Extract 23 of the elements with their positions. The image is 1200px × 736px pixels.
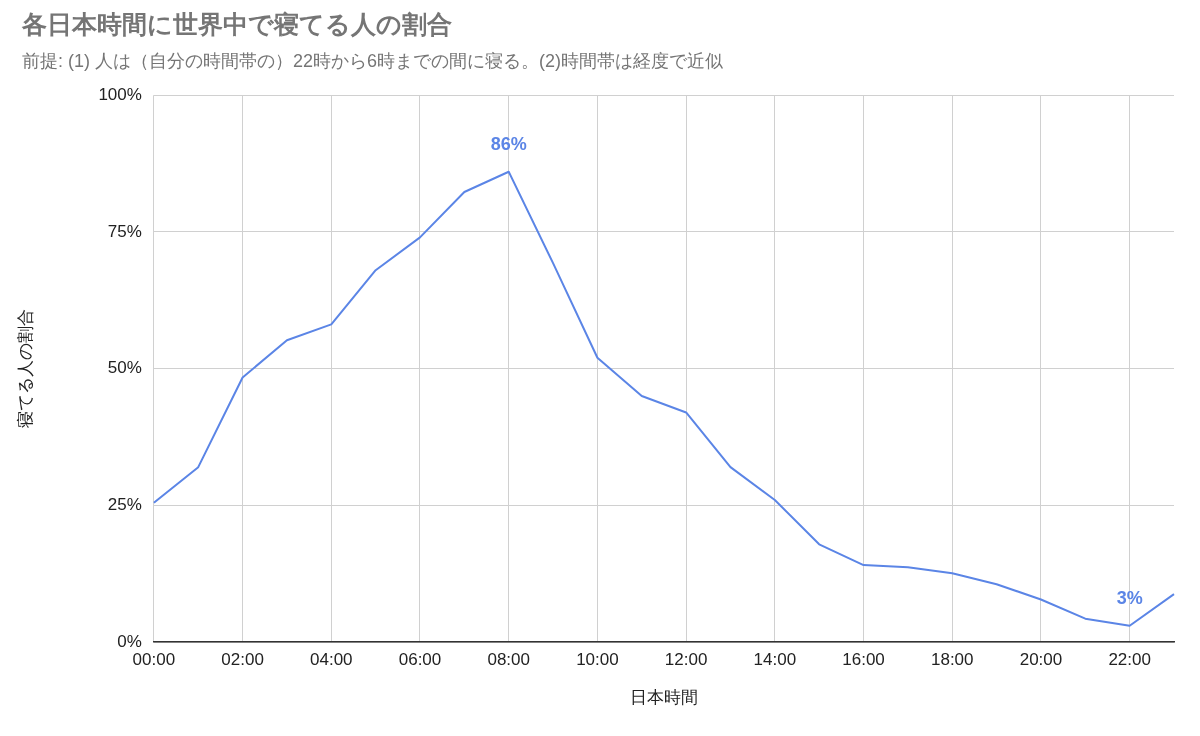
- data-label: 86%: [490, 133, 527, 154]
- y-axis-title: 寝てる人の割合: [15, 309, 35, 429]
- x-tick-label: 06:00: [398, 650, 442, 670]
- x-tick-label: 00:00: [132, 650, 176, 670]
- chart-title: 各日本時間に世界中で寝てる人の割合: [22, 9, 453, 40]
- x-tick-label: 04:00: [310, 650, 353, 670]
- y-tick-label: 50%: [107, 358, 142, 378]
- y-tick-label: 25%: [107, 495, 142, 515]
- y-tick-label: 0%: [117, 631, 142, 651]
- x-tick-label: 02:00: [221, 650, 264, 670]
- x-axis-title: 日本時間: [629, 688, 698, 708]
- x-tick-label: 22:00: [1108, 650, 1151, 670]
- x-tick-label: 16:00: [842, 650, 885, 670]
- data-label: 3%: [1116, 587, 1143, 608]
- x-tick-label: 12:00: [664, 650, 708, 670]
- chart-subtitle: 前提: (1) 人は（自分の時間帯の）22時から6時までの間に寝る。(2)時間帯は経度で近似: [22, 50, 725, 73]
- x-tick-label: 14:00: [753, 650, 797, 670]
- x-tick-label: 08:00: [487, 650, 530, 670]
- x-tick-label: 20:00: [1019, 650, 1063, 670]
- y-tick-label: 75%: [107, 221, 142, 241]
- y-tick-label: 100%: [98, 84, 142, 104]
- x-tick-label: 10:00: [576, 650, 619, 670]
- x-tick-label: 18:00: [930, 650, 974, 670]
